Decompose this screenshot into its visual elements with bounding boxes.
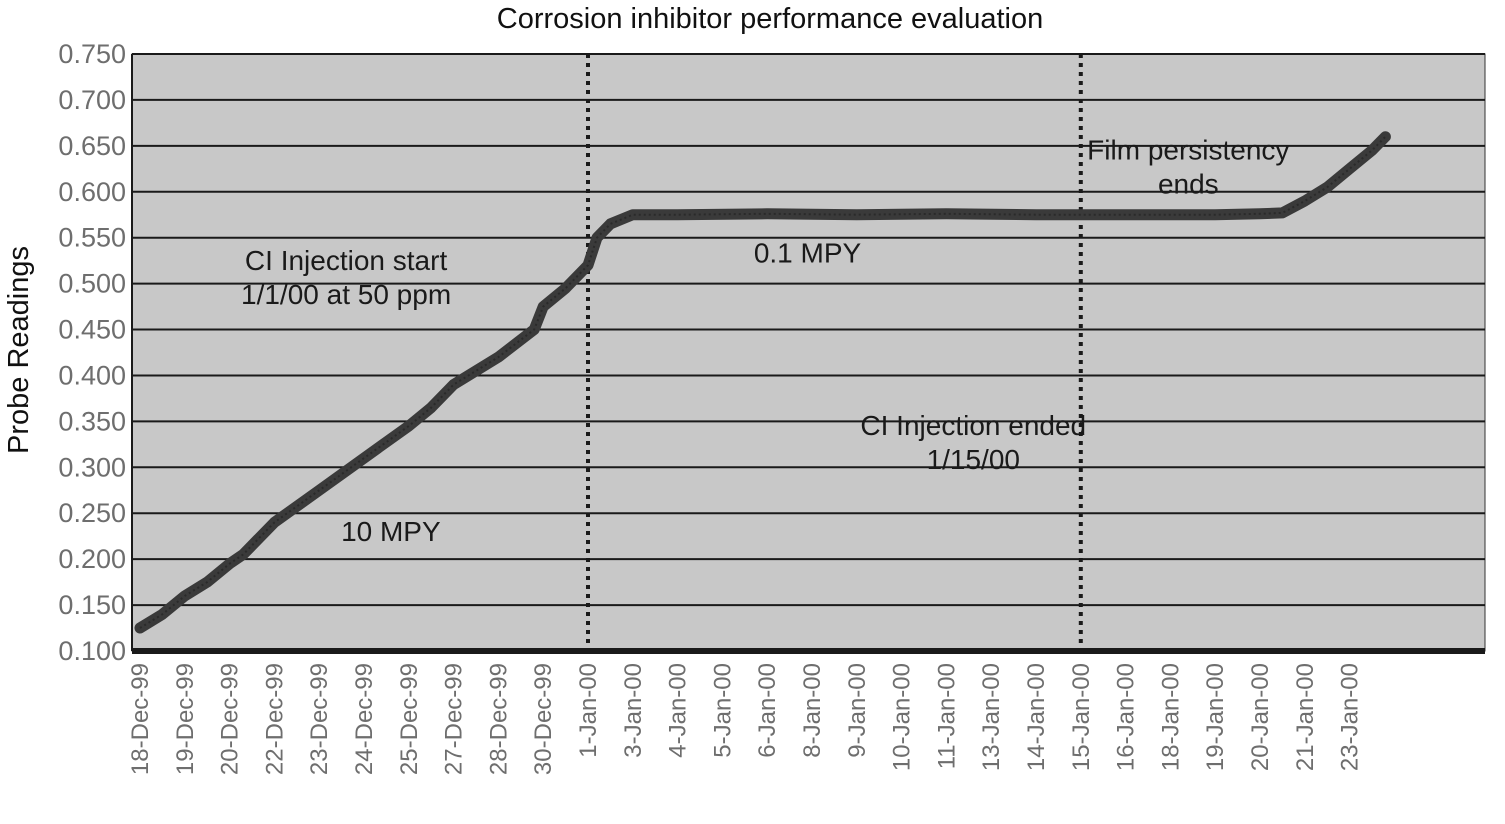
chart-title: Corrosion inhibitor performance evaluati… [497,3,1043,35]
annotation: Film persistency ends [1087,135,1289,200]
x-tick-label: 25-Dec-99 [396,663,423,775]
y-tick-label: 0.250 [58,498,126,528]
annotation-line: CI Injection ended [860,410,1086,441]
x-tick-label: 3-Jan-00 [620,663,647,758]
annotation-line: 1/15/00 [927,444,1020,475]
x-tick-label: 13-Jan-00 [978,663,1005,771]
x-tick-label: 9-Jan-00 [844,663,871,758]
y-tick-label: 0.700 [58,85,126,115]
y-axis-ticks: 0.100 0.150 0.200 0.250 0.300 0.350 0.400 0.450… [58,39,126,666]
y-tick-label: 0.200 [58,544,126,574]
x-tick-label: 21-Jan-00 [1292,663,1319,771]
x-tick-label: 16-Jan-00 [1113,663,1140,771]
annotation-line: 10 MPY [341,516,441,547]
annotation: 0.1 MPY [754,237,862,268]
x-tick-label: 23-Dec-99 [306,663,333,775]
y-tick-label: 0.450 [58,315,126,345]
annotation: 10 MPY [341,516,441,547]
x-tick-label: 19-Jan-00 [1202,663,1229,771]
annotation: CI Injection start 1/1/00 at 50 ppm [241,245,451,310]
x-tick-label: 18-Jan-00 [1157,663,1184,771]
x-tick-label: 6-Jan-00 [754,663,781,758]
data-series [134,131,1391,634]
annotation: CI Injection ended 1/15/00 [860,410,1086,475]
y-tick-label: 0.150 [58,590,126,620]
x-tick-label: 20-Jan-00 [1247,663,1274,771]
y-tick-label: 0.300 [58,452,126,482]
event-markers [586,54,1083,651]
x-tick-label: 1-Jan-00 [575,663,602,758]
x-tick-label: 23-Jan-00 [1337,663,1364,771]
x-tick-label: 8-Jan-00 [799,663,826,758]
annotation-line: 0.1 MPY [754,237,862,268]
x-tick-label: 10-Jan-00 [889,663,916,771]
y-axis-label: Probe Readings [3,246,35,454]
gridlines [131,53,1485,654]
y-tick-label: 0.350 [58,406,126,436]
y-tick-label: 0.750 [58,39,126,69]
plot-area [131,53,1486,652]
x-tick-label: 20-Dec-99 [217,663,244,775]
x-tick-label: 18-Dec-99 [127,663,154,775]
y-tick-label: 0.500 [58,269,126,299]
x-tick-label: 15-Jan-00 [1068,663,1095,771]
x-tick-label: 28-Dec-99 [485,663,512,775]
y-tick-label: 0.550 [58,223,126,253]
series-line-texture [139,136,1387,629]
annotation-line: ends [1158,169,1219,200]
x-axis-ticks: 18-Dec-99 19-Dec-99 20-Dec-99 22-Dec-99 23-D… [127,663,1364,775]
annotations: CI Injection start 1/1/00 at 50 ppm 10 MPY… [241,135,1289,547]
x-tick-label: 22-Dec-99 [261,663,288,775]
annotation-line: CI Injection start [245,245,448,276]
y-tick-label: 0.600 [58,177,126,207]
x-tick-label: 5-Jan-00 [709,663,736,758]
y-tick-label: 0.100 [58,636,126,666]
x-tick-label: 30-Dec-99 [530,663,557,775]
annotation-line: 1/1/00 at 50 ppm [241,279,451,310]
x-tick-label: 19-Dec-99 [172,663,199,775]
x-tick-label: 27-Dec-99 [441,663,468,775]
x-tick-label: 11-Jan-00 [933,663,960,769]
x-tick-label: 14-Jan-00 [1023,663,1050,771]
y-tick-label: 0.650 [58,131,126,161]
annotation-line: Film persistency [1087,135,1289,166]
y-tick-label: 0.400 [58,360,126,390]
x-tick-label: 24-Dec-99 [351,663,378,775]
x-tick-label: 4-Jan-00 [665,663,692,758]
